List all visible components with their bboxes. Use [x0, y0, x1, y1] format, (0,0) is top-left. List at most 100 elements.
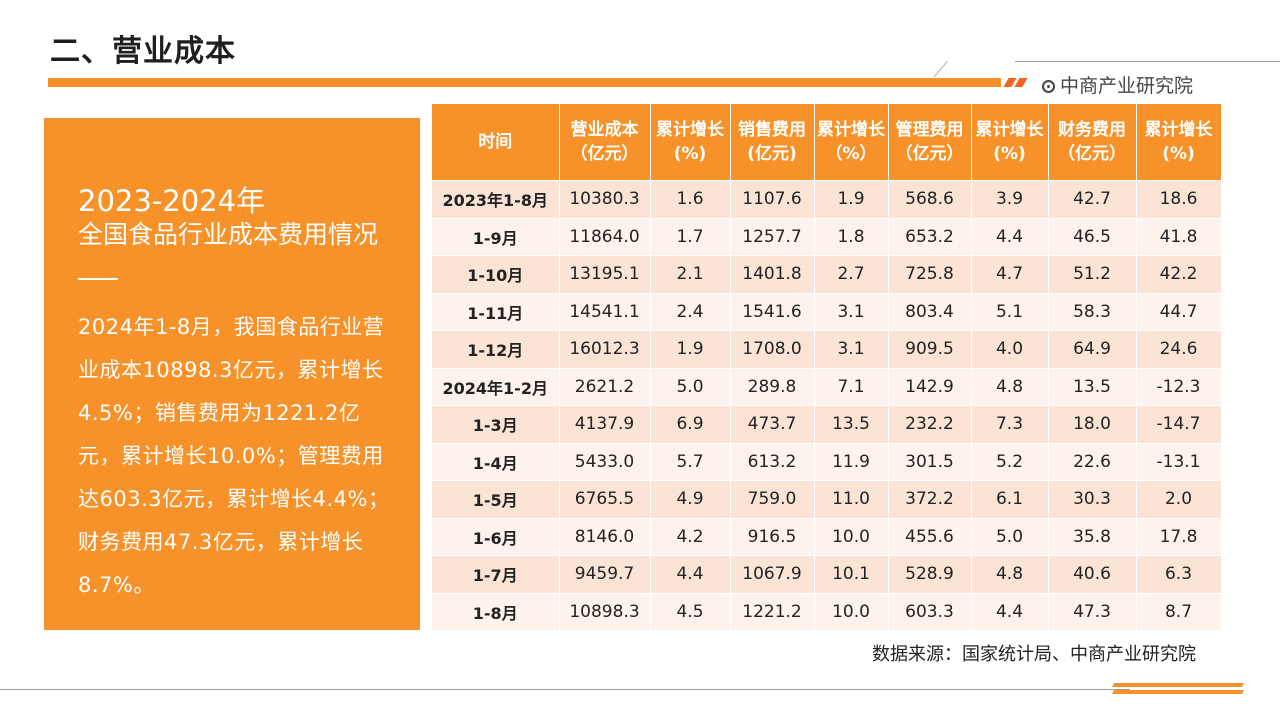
table-cell: 4.7: [971, 255, 1049, 293]
row-period: 1-3月: [432, 405, 560, 443]
table-cell: 372.2: [888, 480, 972, 518]
table-row: 1-3月 4137.9 6.9 473.7 13.5 232.2 7.3 18.0 -14.7: [432, 405, 1222, 443]
table-cell: 35.8: [1048, 517, 1137, 556]
table-cell: 1067.9: [730, 555, 815, 593]
table-cell: 6.1: [971, 480, 1049, 518]
header-divider-slant: [933, 61, 948, 77]
table-cell: 803.4: [888, 292, 972, 331]
brand-name: 中商产业研究院: [1060, 75, 1194, 97]
table-cell: 40.6: [1048, 555, 1137, 593]
table-cell: 613.2: [730, 442, 815, 481]
table-cell: 1708.0: [730, 330, 815, 368]
table-cell: 5.7: [650, 442, 731, 481]
table-cell: 8.7: [1136, 592, 1222, 630]
table-cell: 51.2: [1048, 255, 1137, 293]
table-cell: 4.8: [971, 367, 1049, 406]
table-cell: 909.5: [888, 330, 972, 368]
table-cell: 2621.2: [559, 367, 651, 406]
table-cell: 232.2: [888, 405, 972, 443]
table-row: 1-6月 8146.0 4.2 916.5 10.0 455.6 5.0 35.8 17.8: [432, 517, 1222, 556]
table-cell: 3.9: [971, 180, 1049, 218]
table-cell: 5.2: [971, 442, 1049, 481]
table-cell: 8146.0: [559, 517, 651, 556]
table-cell: 4.9: [650, 480, 731, 518]
table-cell: 6.3: [1136, 555, 1222, 593]
table-cell: 11.0: [814, 480, 889, 518]
table-cell: 528.9: [888, 555, 972, 593]
table-cell: 301.5: [888, 442, 972, 481]
table-cell: 24.6: [1136, 330, 1222, 368]
table-cell: 2.7: [814, 255, 889, 293]
header-admin-expense-growth: 累计增长(%): [971, 104, 1049, 181]
table-row: 2024年1-2月 2621.2 5.0 289.8 7.1 142.9 4.8 13.5 -1…: [432, 367, 1222, 406]
table-cell: 14541.1: [559, 292, 651, 331]
table-cell: 568.6: [888, 180, 972, 218]
row-period: 1-9月: [432, 217, 560, 256]
table-cell: 1.7: [650, 217, 731, 256]
header-finance-expense: 财务费用（亿元）: [1048, 104, 1137, 181]
row-period: 2024年1-2月: [432, 367, 560, 406]
table-cell: 13.5: [814, 405, 889, 443]
brand-circle-icon: [1042, 80, 1055, 93]
table-cell: 4.5: [650, 592, 731, 630]
table-cell: 18.6: [1136, 180, 1222, 218]
table-row: 1-12月 16012.3 1.9 1708.0 3.1 909.5 4.0 64.9 24.6: [432, 330, 1222, 368]
table-cell: -12.3: [1136, 367, 1222, 406]
table-cell: 10.1: [814, 555, 889, 593]
table-cell: 10.0: [814, 592, 889, 630]
table-cell: 10380.3: [559, 180, 651, 218]
table-cell: 42.7: [1048, 180, 1137, 218]
table-cell: 3.1: [814, 330, 889, 368]
table-row: 1-4月 5433.0 5.7 613.2 11.9 301.5 5.2 22.6 -13.1: [432, 442, 1222, 481]
table-cell: 64.9: [1048, 330, 1137, 368]
table-cell: 22.6: [1048, 442, 1137, 481]
table-cell: 11864.0: [559, 217, 651, 256]
table-row: 1-8月 10898.3 4.5 1221.2 10.0 603.3 4.4 47.3 8.7: [432, 592, 1222, 630]
brand-logo: 中商产业研究院: [1042, 71, 1193, 98]
table-cell: 17.8: [1136, 517, 1222, 556]
table-row: 1-11月 14541.1 2.4 1541.6 3.1 803.4 5.1 58.3 44.7: [432, 292, 1222, 331]
table-row: 1-5月 6765.5 4.9 759.0 11.0 372.2 6.1 30.3 2.0: [432, 480, 1222, 518]
panel-description: 2024年1-8月，我国食品行业营业成本10898.3亿元，累计增长4.5%；销…: [78, 315, 390, 597]
table-cell: 4.4: [971, 592, 1049, 630]
header-divider-line: [1015, 61, 1280, 62]
table-cell: 1541.6: [730, 292, 815, 331]
table-row: 1-10月 13195.1 2.1 1401.8 2.7 725.8 4.7 51.2 42.2: [432, 255, 1222, 293]
table-cell: 42.2: [1136, 255, 1222, 293]
row-period: 1-4月: [432, 442, 560, 481]
table-cell: 4137.9: [559, 405, 651, 443]
table-cell: 16012.3: [559, 330, 651, 368]
table-cell: 7.3: [971, 405, 1049, 443]
table-cell: 2.1: [650, 255, 731, 293]
table-cell: 2.0: [1136, 480, 1222, 518]
table-cell: 13.5: [1048, 367, 1137, 406]
row-period: 1-6月: [432, 517, 560, 556]
table-cell: 142.9: [888, 367, 972, 406]
page-title: 二、营业成本: [50, 34, 236, 69]
table-cell: 1107.6: [730, 180, 815, 218]
table-cell: 41.8: [1136, 217, 1222, 256]
table-cell: 4.2: [650, 517, 731, 556]
table-cell: -13.1: [1136, 442, 1222, 481]
table-cell: 5.1: [971, 292, 1049, 331]
table-cell: 1.9: [650, 330, 731, 368]
row-period: 1-10月: [432, 255, 560, 293]
table-cell: 9459.7: [559, 555, 651, 593]
table-cell: 1401.8: [730, 255, 815, 293]
header-operating-cost: 营业成本（亿元）: [559, 104, 651, 181]
table-cell: 58.3: [1048, 292, 1137, 331]
table-cell: 10.0: [814, 517, 889, 556]
table-cell: 5.0: [650, 367, 731, 406]
table-cell: 30.3: [1048, 480, 1137, 518]
table-cell: 13195.1: [559, 255, 651, 293]
row-period: 1-7月: [432, 555, 560, 593]
row-period: 2023年1-8月: [432, 180, 560, 218]
table-cell: 603.3: [888, 592, 972, 630]
header-admin-expense: 管理费用（亿元）: [888, 104, 972, 181]
table-cell: 6765.5: [559, 480, 651, 518]
table-cell: 5433.0: [559, 442, 651, 481]
table-cell: 289.8: [730, 367, 815, 406]
header-sales-expense-growth: 累计增长（%）: [814, 104, 889, 181]
header-accent-bar: [48, 78, 1001, 87]
table-cell: 473.7: [730, 405, 815, 443]
